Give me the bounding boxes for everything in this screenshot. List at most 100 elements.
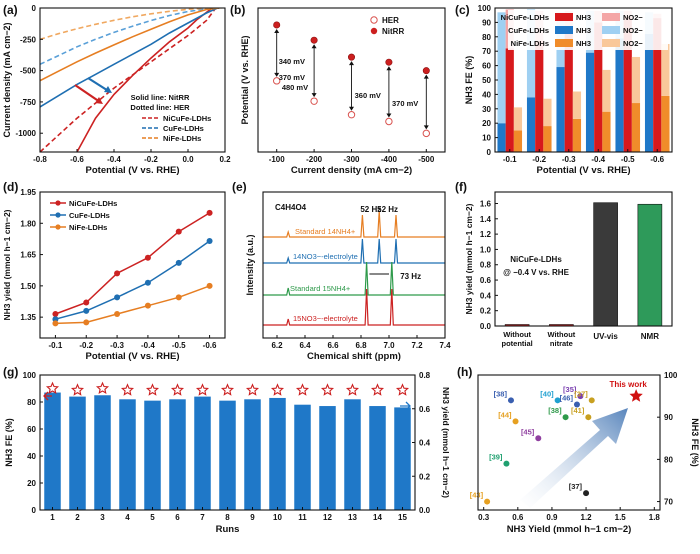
- y-tick-label-d: 1.95: [20, 188, 36, 197]
- gap-arrow-head: [423, 125, 429, 130]
- x-tick-label-e: 6.2: [271, 341, 283, 350]
- gap-annotation: 480 mV: [282, 83, 308, 92]
- yield-star-marker: [95, 381, 110, 395]
- panel-d: -0.1 -0.2 -0.3 -0.4 -0.5 -0.6 1.35 1.50 1.65 1.80…: [2, 180, 226, 362]
- bar-nife-no2-: [661, 44, 670, 96]
- x-tick-label-e: 7.2: [411, 341, 423, 350]
- series-group-a: [40, 8, 222, 152]
- yield-star-marker: [295, 383, 310, 396]
- data-point-nicufe-ldhs: [83, 299, 90, 306]
- axis-pointer-left: [43, 391, 52, 401]
- x-tick-label-g: 5: [150, 513, 155, 522]
- panel-label: (c): [455, 3, 470, 17]
- y-axis-label-b: Potential (V vs. RHE): [240, 35, 250, 124]
- x-axis-label-e: Chemical shift (ppm): [307, 351, 401, 362]
- bar-nife-no2-: [602, 69, 611, 112]
- y-tick-label-g-right: 0.6: [419, 405, 431, 414]
- y-tick-label-f: 0.6: [480, 276, 492, 285]
- yield-star-marker: [270, 383, 285, 396]
- legend-swatch-c: [555, 39, 573, 47]
- y-tick-label-d: 1.35: [20, 313, 36, 322]
- legend-swatch-c: [602, 39, 620, 47]
- y-tick-label-f: 0.0: [480, 322, 492, 331]
- legend-swatch-c: [602, 13, 620, 21]
- literature-point: [585, 414, 592, 421]
- nitrr-point: [273, 21, 281, 29]
- bar-nife-nh3: [513, 130, 523, 152]
- panel-label: (g): [3, 365, 18, 379]
- y-tick-label-c: 20: [482, 119, 491, 128]
- category-label-f: NMR: [641, 332, 659, 341]
- bar-nife-no2-: [572, 91, 582, 119]
- legend-marker-her: [370, 16, 378, 24]
- plot-frame-f: [494, 191, 673, 327]
- nmr-spectrum-line: [263, 261, 445, 296]
- x-tick-label-g: 2: [75, 513, 80, 522]
- data-point-cufe-ldhs: [144, 279, 151, 286]
- y-tick-label-f: 0.2: [480, 307, 492, 316]
- panel-label: (d): [3, 180, 18, 194]
- x-tick-label-h: 1.8: [649, 513, 661, 522]
- x-tick-label-d: -0.3: [110, 341, 124, 350]
- x-tick-label-d: -0.5: [172, 341, 186, 350]
- gap-arrow-head: [311, 44, 317, 49]
- legend-marker-d: [55, 212, 61, 218]
- x-axis-label-g: Runs: [216, 524, 240, 535]
- bar-nife-no2-: [513, 107, 523, 131]
- point-label: [40]: [540, 389, 554, 398]
- her-point: [273, 77, 281, 85]
- data-point-nife-ldhs: [144, 302, 151, 309]
- legend-item-label-c: NH3: [576, 13, 591, 22]
- point-label: [39]: [489, 453, 503, 462]
- point-label: [37]: [574, 389, 588, 398]
- y-tick-label-c: 100: [478, 4, 492, 13]
- data-point-nife-ldhs: [83, 319, 90, 326]
- data-point-nife-ldhs: [175, 294, 182, 301]
- series-line-nicufe-ldhs: [55, 212, 210, 315]
- fe-bar: [94, 395, 111, 510]
- legend-group-label-c: NiFe-LDHs: [511, 39, 549, 48]
- data-point-cufe-ldhs: [206, 238, 213, 245]
- yield-star-marker: [370, 383, 385, 396]
- x-tick-label-g: 7: [200, 513, 205, 522]
- y-tick-label-f: 1.2: [480, 230, 492, 239]
- legend-item-label-c: NH3: [576, 39, 591, 48]
- fe-bar: [369, 406, 386, 510]
- y-axis-label-g: NH3 FE (%): [4, 418, 14, 467]
- fe-bar: [219, 400, 236, 510]
- category-label-f: nitrate: [550, 339, 573, 348]
- legend-label-a: NiFe-LDHs: [163, 134, 201, 143]
- y-tick-label-g: 20: [27, 479, 36, 488]
- point-label: [38]: [494, 389, 508, 398]
- bar-cufe-nh3: [526, 97, 536, 152]
- y-tick-label-c: 50: [482, 76, 491, 85]
- y-tick-label-g-right: 0.2: [419, 472, 431, 481]
- legend-label-d: NiFe-LDHs: [69, 223, 107, 232]
- y-axis-label-f: NH3 yield (mmol h−1 cm−2): [464, 203, 474, 314]
- yield-star-marker: [45, 381, 60, 395]
- plot-frame-d: [39, 191, 226, 339]
- series-line-nicufe-ldhs: [40, 8, 217, 152]
- legend-label-d: CuFe-LDHs: [69, 211, 110, 220]
- panel-g: 1 2 3 4 5 6 7 8 9 10 11 12 13 14 150204060801000.00.20…: [3, 365, 451, 535]
- x-tick-label-d: -0.6: [203, 341, 217, 350]
- condition-annotation-f: NiCuFe-LDHs: [510, 255, 562, 264]
- plot-frame-e: [262, 191, 446, 339]
- y-tick-label-f: 1.4: [480, 215, 492, 224]
- x-tick-label-e: 6.8: [355, 341, 367, 350]
- yield-star-marker: [395, 383, 410, 396]
- literature-point: [577, 393, 584, 400]
- x-tick-label-e: 6.6: [327, 341, 339, 350]
- series-line-cufe-ldhs: [55, 240, 211, 320]
- x-tick-label-a: 0.2: [219, 155, 231, 164]
- spectrum-label: 14NO3−-electrolyte: [293, 252, 358, 261]
- bar-nife-nh3: [631, 103, 641, 152]
- y-tick-label-f: 1.6: [480, 199, 492, 208]
- nmr-spectrum-line: [263, 288, 445, 326]
- literature-point: [588, 397, 595, 404]
- her-point: [310, 97, 318, 105]
- x-tick-label-c: -0.6: [650, 155, 664, 164]
